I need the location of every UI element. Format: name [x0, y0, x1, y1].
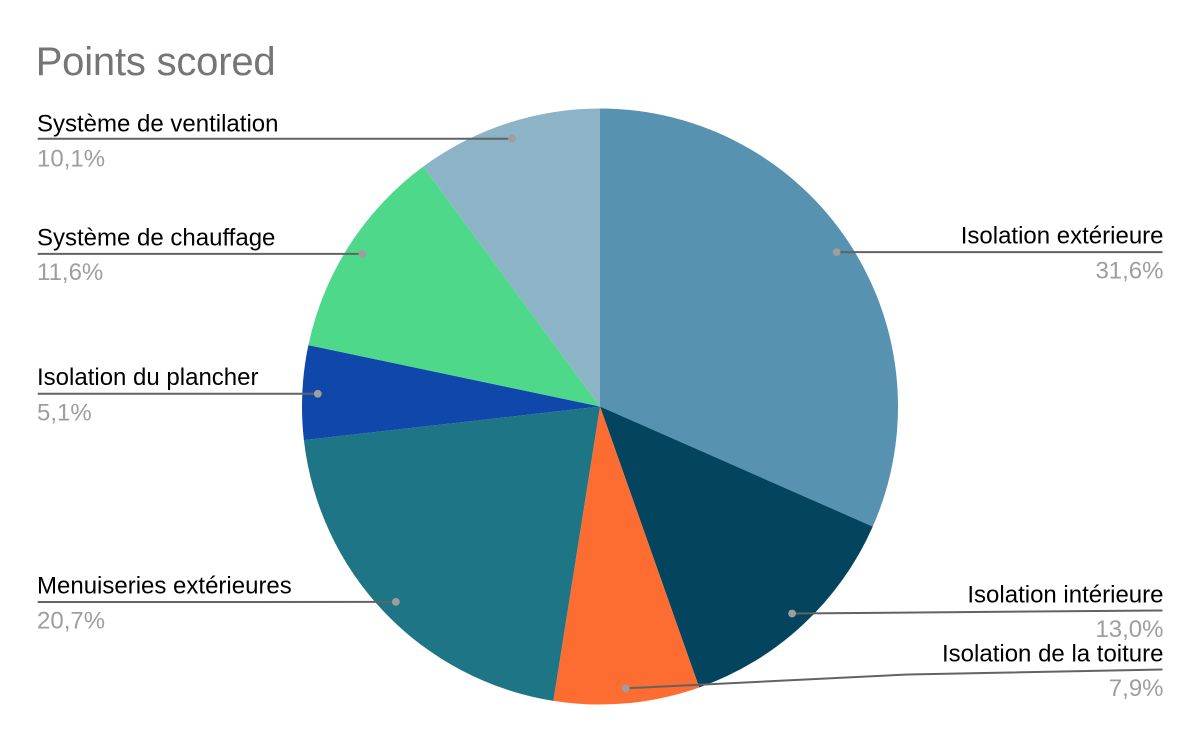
- svg-text:Isolation intérieure: Isolation intérieure: [967, 582, 1163, 609]
- svg-text:10,1%: 10,1%: [37, 145, 105, 172]
- svg-text:31,6%: 31,6%: [1095, 258, 1163, 285]
- svg-text:20,7%: 20,7%: [37, 607, 105, 634]
- svg-text:Points scored: Points scored: [36, 40, 276, 84]
- svg-text:Système de ventilation: Système de ventilation: [37, 111, 278, 138]
- svg-text:5,1%: 5,1%: [37, 400, 92, 427]
- svg-text:13,0%: 13,0%: [1095, 616, 1163, 643]
- svg-text:Isolation de la toiture: Isolation de la toiture: [942, 641, 1163, 668]
- svg-text:Isolation du plancher: Isolation du plancher: [37, 364, 258, 391]
- svg-text:Système de chauffage: Système de chauffage: [37, 224, 275, 251]
- svg-text:7,9%: 7,9%: [1109, 675, 1164, 702]
- svg-text:Isolation extérieure: Isolation extérieure: [961, 223, 1164, 250]
- svg-text:11,6%: 11,6%: [37, 259, 103, 286]
- svg-text:Menuiseries extérieures: Menuiseries extérieures: [37, 573, 292, 600]
